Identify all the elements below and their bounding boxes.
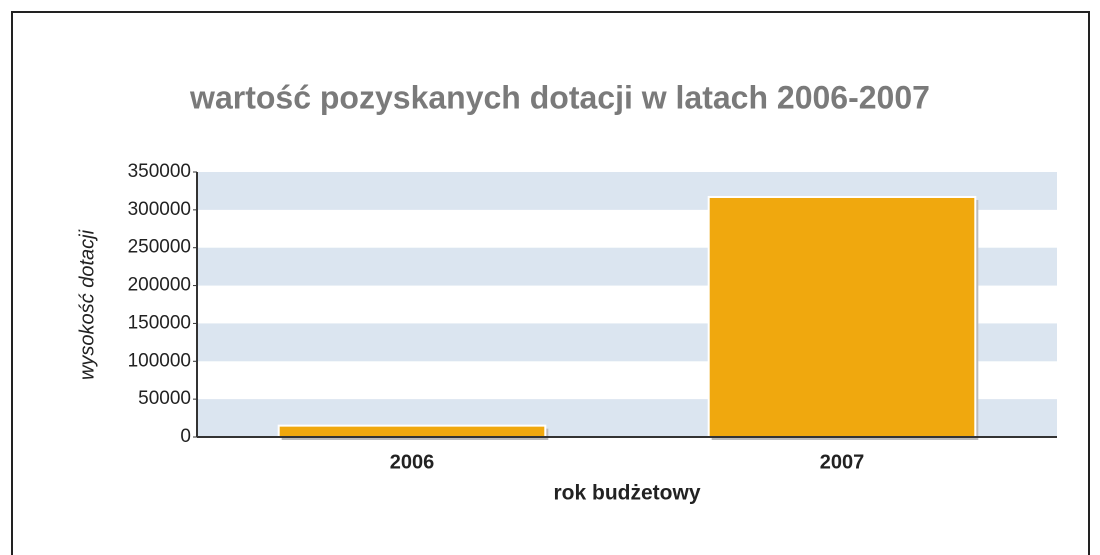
- y-tick-label: 100000: [128, 350, 191, 371]
- y-tick-label: 200000: [128, 275, 191, 296]
- chart-title: wartość pozyskanych dotacji w latach 200…: [189, 79, 930, 115]
- x-tick-label: 2007: [820, 451, 865, 473]
- bar: [277, 424, 547, 438]
- y-tick-label: 350000: [128, 161, 191, 182]
- y-tick-label: 300000: [128, 199, 191, 220]
- frame: [11, 11, 1090, 555]
- x-axis-title: rok budżetowy: [553, 482, 700, 505]
- y-axis-title: wysokość dotacji: [76, 229, 98, 380]
- y-tick-label: 250000: [128, 237, 191, 258]
- y-tick-label: 50000: [138, 388, 191, 409]
- x-tick-label: 2006: [390, 451, 435, 473]
- y-tick-label: 0: [180, 426, 191, 447]
- y-tick-label: 150000: [128, 312, 191, 333]
- bar: [707, 195, 977, 438]
